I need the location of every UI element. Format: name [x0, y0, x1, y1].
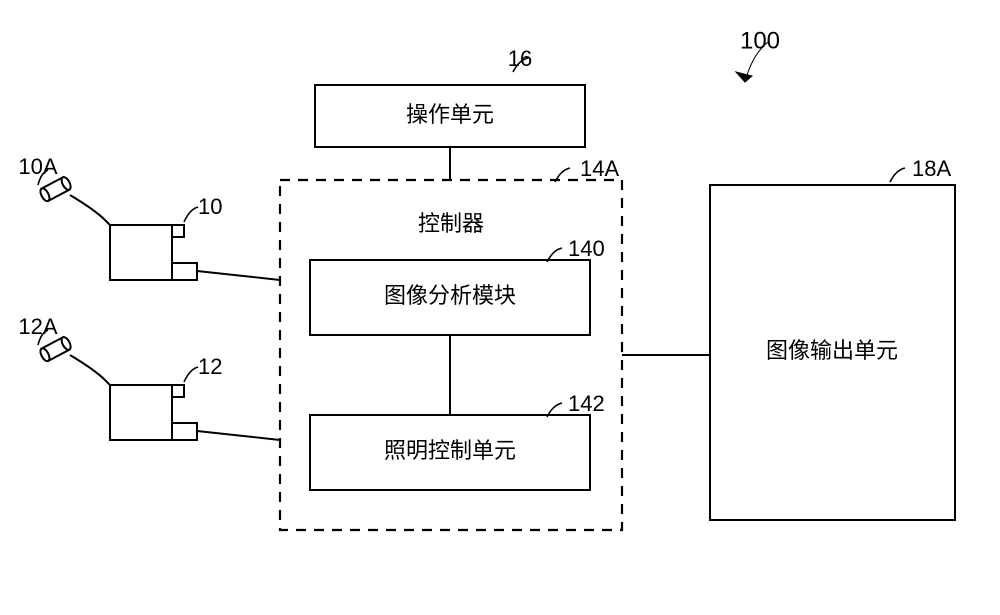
leader-10 [184, 207, 198, 222]
sensor-top-to-camera [70, 195, 110, 225]
lighting-control-label: 照明控制单元 [384, 438, 516, 463]
ref-12: 12 [198, 354, 222, 379]
ref-10a: 10A [18, 154, 57, 179]
block-diagram: 100 操作单元 16 控制器 14A 图像分析模块 140 照明控制单元 14… [0, 0, 1000, 615]
ref-142: 142 [568, 391, 605, 416]
leader-18a [890, 168, 905, 182]
ref-12a: 12A [18, 314, 57, 339]
sensor-top [39, 176, 73, 203]
ref-140: 140 [568, 236, 605, 261]
sensor-bot-to-camera [70, 355, 110, 385]
edge-cam1-to-ctrl [197, 271, 280, 280]
leader-100-head [736, 72, 752, 82]
ref-14a: 14A [580, 156, 619, 181]
ref-16: 16 [508, 46, 532, 71]
controller-label: 控制器 [418, 211, 484, 236]
ref-18a: 18A [912, 156, 951, 181]
sensor-bottom [39, 336, 73, 363]
edge-cam2-to-ctrl [197, 431, 280, 440]
ref-100: 100 [740, 27, 780, 54]
camera-bottom [110, 385, 197, 440]
operation-unit-label: 操作单元 [406, 102, 494, 127]
image-analysis-label: 图像分析模块 [384, 283, 516, 308]
image-output-label: 图像输出单元 [766, 338, 898, 363]
leader-12 [184, 367, 198, 382]
ref-10: 10 [198, 194, 222, 219]
camera-top [110, 225, 197, 280]
